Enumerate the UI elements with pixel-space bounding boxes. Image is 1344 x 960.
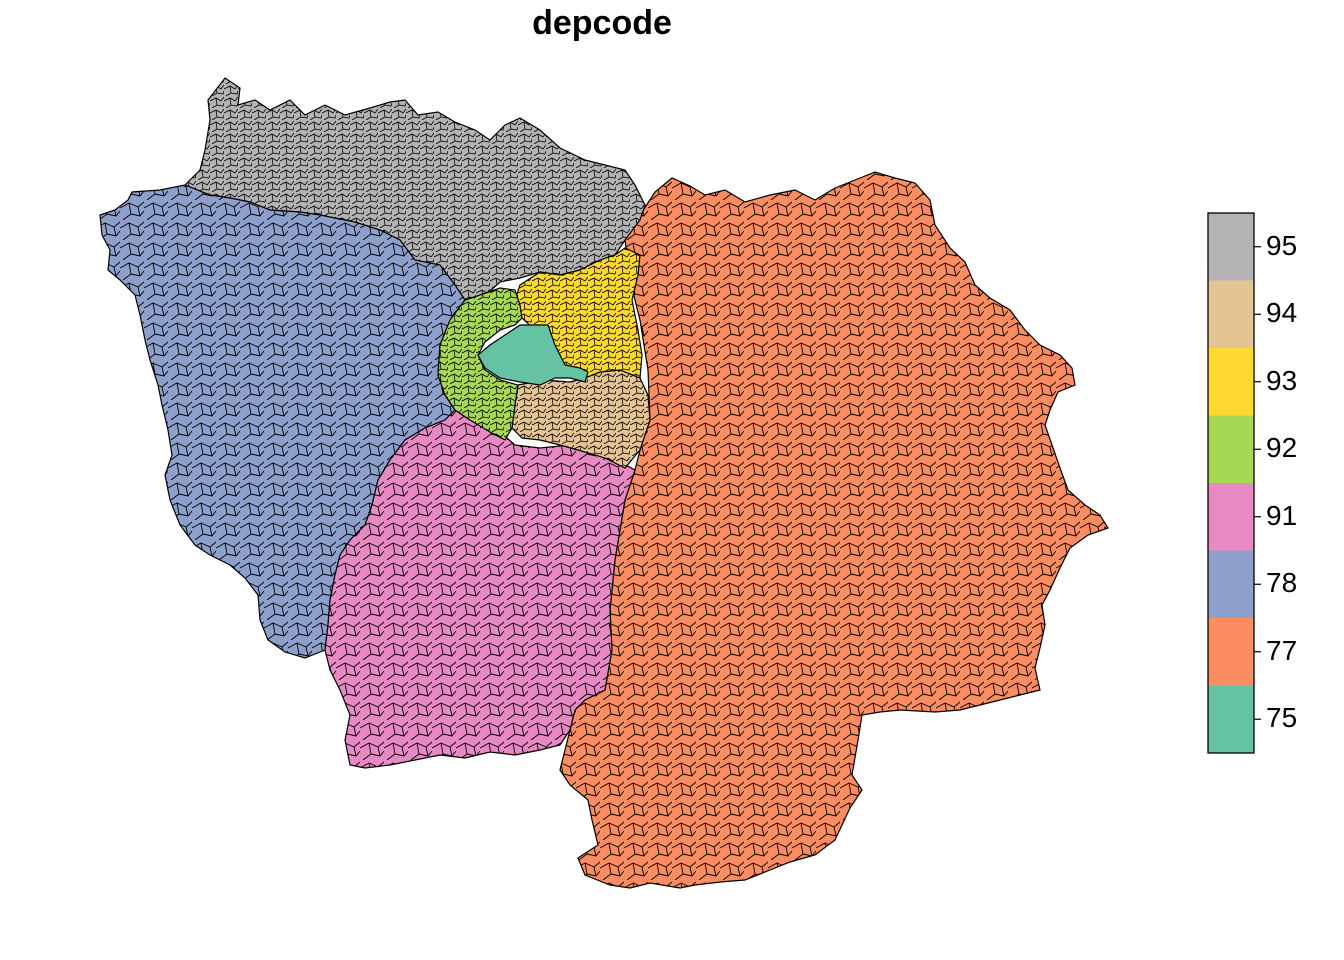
legend-frame: [1207, 212, 1255, 754]
region-94[interactable]: [511, 369, 651, 469]
legend-swatch-92: [1208, 415, 1254, 483]
legend-label-75: 75: [1266, 702, 1298, 734]
region-91[interactable]: [324, 409, 636, 769]
region-75[interactable]: [477, 324, 589, 386]
legend-label-91: 91: [1266, 499, 1298, 531]
legend-swatch-95: [1208, 213, 1254, 281]
legend-swatch-94: [1208, 280, 1254, 348]
region-92[interactable]: [437, 287, 523, 441]
legend-swatch-77: [1208, 618, 1254, 686]
legend-label-77: 77: [1266, 634, 1298, 666]
map-title: depcode: [532, 4, 672, 42]
legend-swatch-75: [1208, 685, 1254, 753]
region-78[interactable]: [99, 184, 466, 659]
legend-label-95: 95: [1266, 229, 1298, 261]
legend-swatch-93: [1208, 348, 1254, 416]
legend-label-78: 78: [1266, 567, 1298, 599]
legend-colorbar: [1207, 212, 1261, 754]
legend-label-94: 94: [1266, 297, 1298, 329]
region-77[interactable]: [559, 171, 1109, 889]
legend-swatch-91: [1208, 483, 1254, 551]
region-75-fill: [477, 324, 589, 386]
legend-swatch-78: [1208, 550, 1254, 618]
legend-label-92: 92: [1266, 432, 1298, 464]
region-95[interactable]: [183, 77, 646, 301]
legend-label-93: 93: [1266, 364, 1298, 396]
